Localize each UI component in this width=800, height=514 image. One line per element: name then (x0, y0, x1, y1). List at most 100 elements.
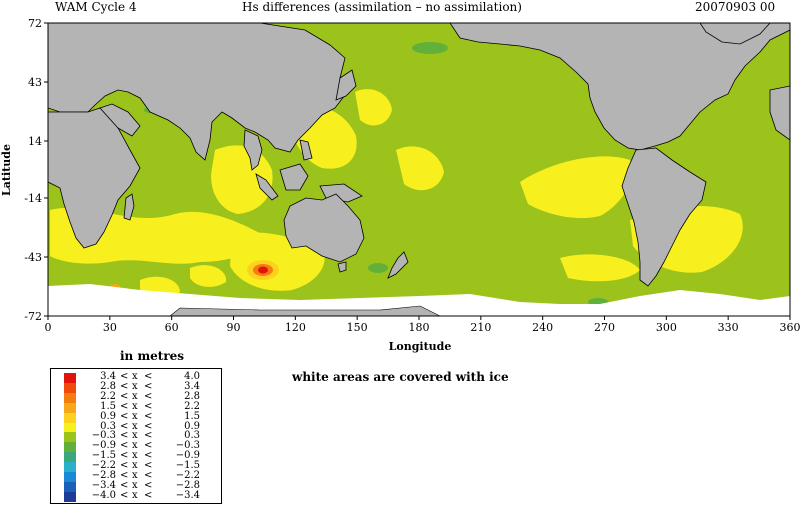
legend-upper-bound: 2.8 (184, 390, 200, 402)
legend-less-than: < (144, 489, 153, 501)
y-tick-label: 72 (28, 17, 42, 30)
legend-swatch (64, 432, 76, 443)
arabia-landmass (99, 103, 141, 137)
units-label: in metres (120, 349, 185, 363)
legend-lower-bound: −4.0 (91, 489, 116, 501)
x-tick-label: 90 (227, 321, 241, 334)
x-tick-label: 30 (103, 321, 117, 334)
sea-ice-area (48, 284, 790, 316)
wave-height-difference-map: 0 30 60 90 120 150 180 210 240 270 300 330 360 72 43 1… (0, 17, 800, 353)
legend-variable: x (132, 470, 138, 481)
legend-upper-bound: −2.8 (175, 479, 200, 491)
x-tick-label: 270 (594, 321, 615, 334)
ice-note: white areas are covered with ice (292, 370, 509, 384)
legend-less-than: < (120, 479, 129, 491)
legend-row: −3.4 < x < −2.8 (64, 479, 214, 492)
legend-lower-bound: −0.9 (91, 440, 116, 452)
new-zealand-landmass (387, 251, 409, 279)
legend-upper-bound: 1.5 (184, 410, 200, 422)
legend-swatch (64, 472, 76, 482)
legend-less-than: < (120, 380, 129, 392)
legend-lower-bound: −1.5 (91, 450, 116, 462)
legend-variable: x (132, 371, 138, 382)
legend-row: −0.3 < x <0.3 (64, 430, 214, 443)
legend-swatch (64, 442, 76, 453)
legend-swatch (64, 382, 76, 393)
legend-less-than: < (120, 470, 129, 481)
x-axis: 0 30 60 90 120 150 180 210 240 270 300 330 360 (45, 316, 800, 334)
legend-row: 2.2 < x <2.8 (64, 390, 214, 403)
legend-less-than: < (144, 380, 153, 392)
legend-upper-bound: −0.9 (175, 450, 200, 462)
legend-lower-bound: 0.9 (100, 410, 116, 422)
legend-swatch (64, 402, 76, 413)
legend-variable: x (132, 390, 138, 402)
greenland-landmass (699, 23, 771, 45)
hotspot-core (258, 266, 268, 274)
x-tick-label: 240 (532, 321, 553, 334)
legend-variable: x (132, 410, 138, 422)
legend-upper-bound: 0.9 (184, 420, 200, 432)
x-tick-label: 60 (165, 321, 179, 334)
legend-variable: x (132, 420, 138, 432)
x-axis-title: Longitude (389, 340, 452, 353)
legend-less-than: < (144, 430, 153, 442)
x-tick-label: 210 (470, 321, 491, 334)
y-tick-label: -72 (24, 310, 42, 323)
y-tick-label: -43 (24, 251, 42, 264)
legend-upper-bound: −2.2 (175, 470, 200, 481)
legend-upper-bound: −3.4 (175, 489, 200, 501)
australia-landmass (283, 193, 365, 263)
legend-swatch (64, 373, 76, 383)
legend-upper-bound: 4.0 (184, 371, 200, 382)
x-tick-label: 180 (409, 321, 430, 334)
legend-variable: x (132, 380, 138, 392)
legend-less-than: < (120, 450, 129, 462)
map-title: Hs differences (assimilation – no assimi… (242, 0, 522, 14)
legend-lower-bound: −2.2 (91, 460, 116, 472)
legend-variable: x (132, 479, 138, 491)
legend-variable: x (132, 430, 138, 442)
legend-upper-bound: 0.3 (184, 430, 200, 442)
legend-less-than: < (120, 420, 129, 432)
legend-row: 0.9 < x <1.5 (64, 410, 214, 423)
legend-less-than: < (144, 420, 153, 432)
legend-lower-bound: −3.4 (91, 479, 116, 491)
legend-variable: x (132, 440, 138, 452)
color-legend: 3.4 < x <4.0 2.8 < x <3.4 2.2 < x <2.8 1.5 < x <2.2 0.9 <… (50, 368, 222, 504)
legend-less-than: < (120, 440, 129, 452)
legend-less-than: < (120, 430, 129, 442)
japan-landmass (335, 69, 357, 101)
legend-row: −1.5 < x < −0.9 (64, 450, 214, 463)
x-tick-label: 150 (347, 321, 368, 334)
legend-row: −0.9 < x < −0.3 (64, 440, 214, 453)
legend-less-than: < (120, 371, 129, 382)
legend-less-than: < (144, 460, 153, 472)
legend-less-than: < (144, 390, 153, 402)
legend-row: 1.5 < x <2.2 (64, 400, 214, 413)
x-tick-label: 360 (780, 321, 800, 334)
legend-lower-bound: 2.2 (100, 390, 116, 402)
legend-lower-bound: −0.3 (91, 430, 116, 442)
legend-row: 0.3 < x <0.9 (64, 420, 214, 433)
legend-less-than: < (120, 390, 129, 402)
legend-row: −4.0 < x < −3.4 (64, 489, 214, 502)
europe-edge-landmass (769, 85, 790, 141)
legend-lower-bound: 1.5 (100, 400, 116, 412)
x-tick-label: 330 (718, 321, 739, 334)
legend-variable: x (132, 489, 138, 501)
legend-swatch (64, 392, 76, 403)
borneo-landmass (279, 163, 309, 191)
legend-less-than: < (144, 400, 153, 412)
legend-less-than: < (120, 410, 129, 422)
south-america-landmass (621, 147, 707, 287)
legend-swatch (64, 412, 76, 423)
philippines-landmass (299, 139, 313, 161)
legend-less-than: < (120, 400, 129, 412)
legend-less-than: < (120, 489, 129, 501)
legend-swatch (64, 452, 76, 463)
legend-less-than: < (144, 450, 153, 462)
legend-variable: x (132, 400, 138, 412)
legend-row: 3.4 < x <4.0 (64, 371, 214, 383)
legend-row: −2.8 < x < −2.2 (64, 470, 214, 482)
